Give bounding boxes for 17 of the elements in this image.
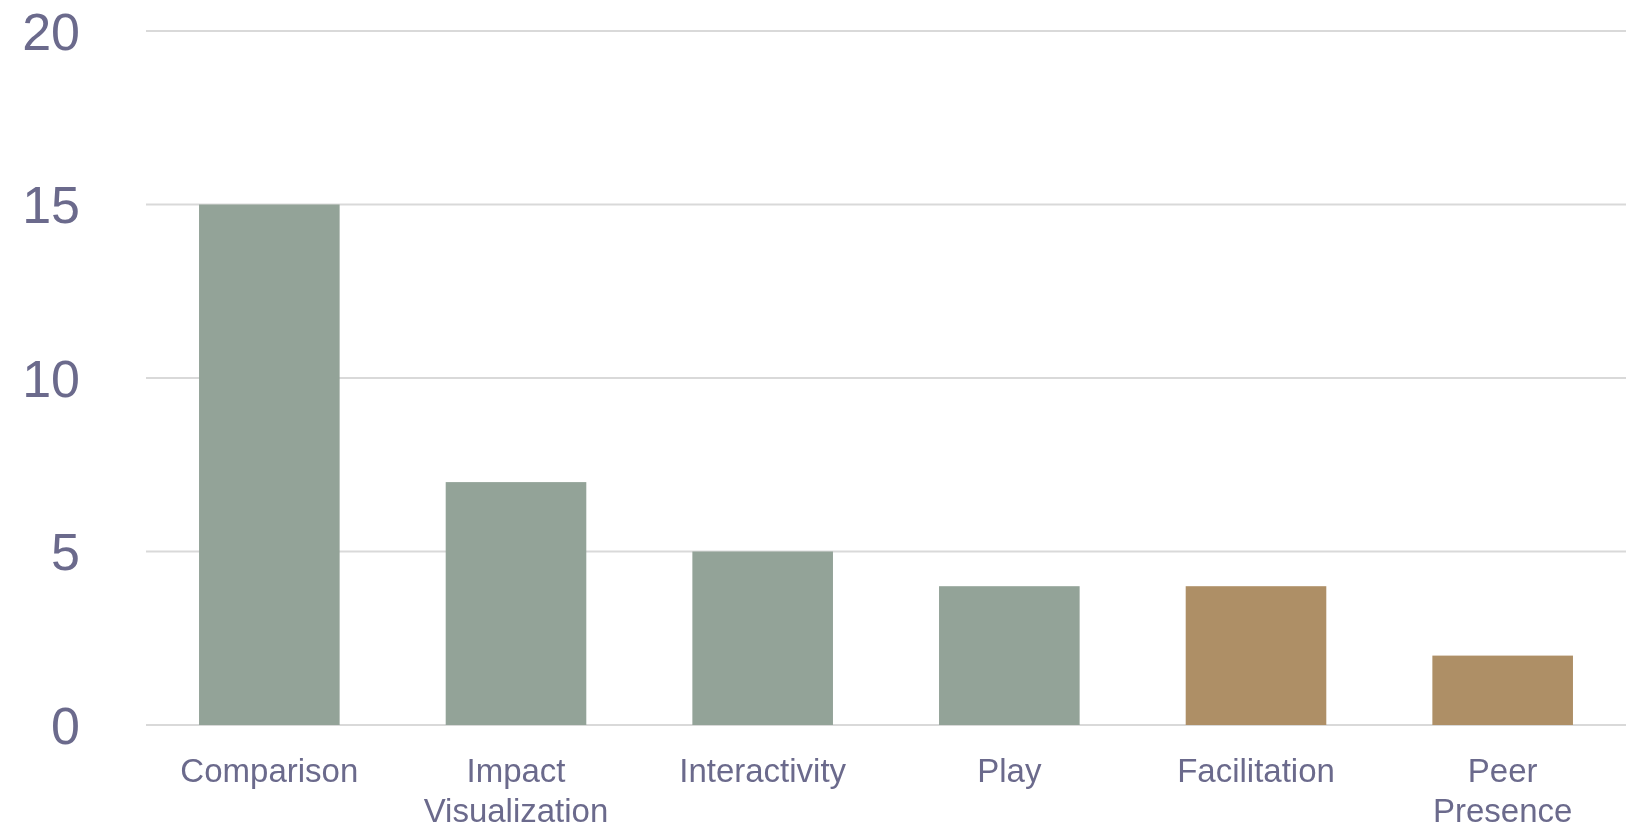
x-tick-label: Interactivity — [679, 752, 847, 789]
x-tick-label: Play — [977, 752, 1042, 789]
y-tick-label: 0 — [51, 696, 80, 755]
y-tick-label: 10 — [22, 349, 80, 408]
bar — [445, 482, 587, 725]
bar — [1432, 655, 1573, 725]
y-tick-label: 5 — [51, 523, 80, 582]
x-tick-label: Impact Visualization — [423, 752, 609, 828]
x-tick-label: Facilitation — [1177, 752, 1335, 789]
x-tick-label: Peer Presence — [1432, 752, 1573, 828]
bar — [939, 586, 1080, 725]
bar — [1185, 586, 1327, 725]
y-tick-label: 15 — [22, 176, 80, 235]
bar — [199, 204, 340, 725]
y-tick-label: 20 — [22, 2, 80, 61]
bar — [692, 551, 833, 725]
x-tick-label: Comparison — [180, 752, 359, 789]
